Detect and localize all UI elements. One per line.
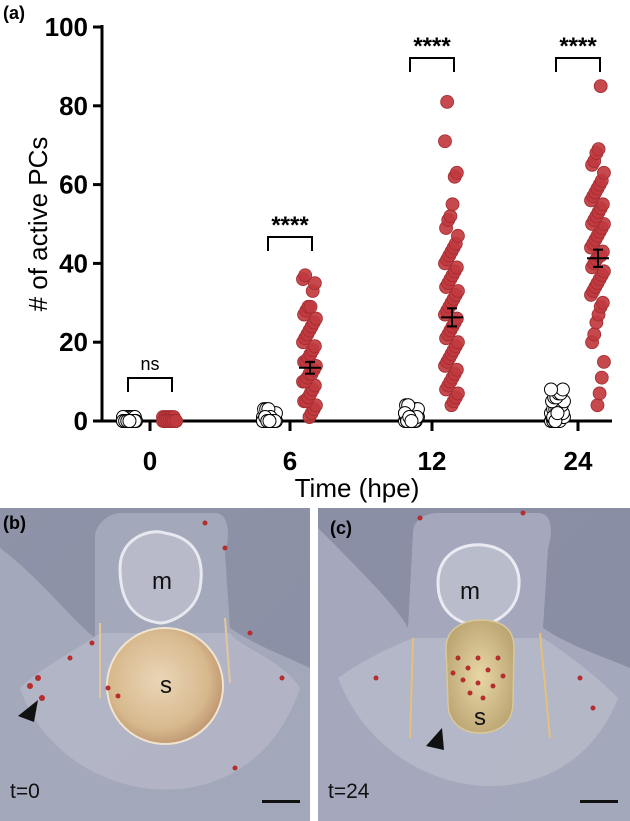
treated-point [590, 398, 605, 413]
significance-label: ns [140, 354, 159, 374]
x-tick-label: 12 [418, 446, 447, 476]
treated-point [303, 299, 318, 314]
treated-point [597, 354, 611, 369]
control-point [262, 414, 277, 428]
micrograph-c-time-label: t=24 [328, 780, 370, 803]
x-axis-label: Time (hpe) [295, 473, 420, 503]
y-tick-label: 80 [59, 91, 88, 121]
y-tick-label: 0 [74, 406, 88, 436]
arrowhead-icon [18, 700, 38, 722]
y-axis-label: # of active PCs [23, 137, 53, 312]
treated-point [591, 142, 606, 157]
panel-a-label: (a) [3, 3, 25, 23]
treated-point [440, 94, 455, 109]
y-tick-label: 20 [59, 327, 88, 357]
micrograph-c-lumen-label: m [460, 578, 480, 605]
treated-point [587, 327, 602, 342]
panel-c-label: (c) [330, 518, 352, 538]
treated-point [594, 370, 609, 385]
y-tick-label: 40 [59, 248, 88, 278]
micrograph-c: m s t=24 [318, 508, 630, 821]
significance-label: **** [271, 212, 309, 239]
treated-point [593, 79, 608, 93]
x-tick-label: 0 [143, 446, 157, 476]
panel-b-label: (b) [3, 513, 26, 533]
treated-point [438, 134, 452, 149]
treated-point [169, 414, 183, 428]
control-point [555, 382, 570, 397]
significance-bracket [267, 236, 313, 251]
treated-point [445, 197, 460, 212]
x-tick-label: 24 [564, 446, 593, 476]
micrograph-c-stomach-label: s [474, 704, 486, 731]
treated-point [595, 295, 610, 310]
micrograph-b-lumen-label: m [152, 568, 172, 595]
significance-label: **** [559, 33, 597, 60]
treated-point [298, 268, 313, 283]
treated-point [449, 165, 464, 180]
y-tick-label: 100 [45, 12, 88, 42]
micrograph-b-stomach-label: s [160, 672, 172, 699]
micrograph-b: m s t=0 [0, 508, 310, 821]
significance-label: **** [413, 33, 451, 60]
treated-point [443, 209, 458, 224]
significance-bracket [127, 377, 173, 392]
control-point [404, 414, 419, 428]
control-point [544, 382, 558, 397]
treated-point [592, 386, 607, 401]
treated-point [451, 228, 465, 243]
control-point [122, 414, 137, 428]
treated-point [597, 165, 611, 180]
control-point [550, 406, 565, 421]
significance-bracket [555, 57, 601, 72]
micrograph-b-scale-bar [262, 800, 300, 803]
micrograph-c-scale-bar [580, 800, 618, 803]
significance-bracket [409, 57, 455, 72]
scatter-chart: 0 20 40 60 80 100 0 6 12 24 Time (hpe) # of active … [23, 12, 612, 503]
micrograph-b-image [0, 508, 310, 821]
x-tick-label: 6 [283, 446, 297, 476]
micrograph-c-image [318, 508, 630, 821]
arrowhead-icon [426, 728, 444, 750]
y-tick-label: 60 [59, 170, 88, 200]
micrograph-b-time-label: t=0 [10, 780, 40, 803]
